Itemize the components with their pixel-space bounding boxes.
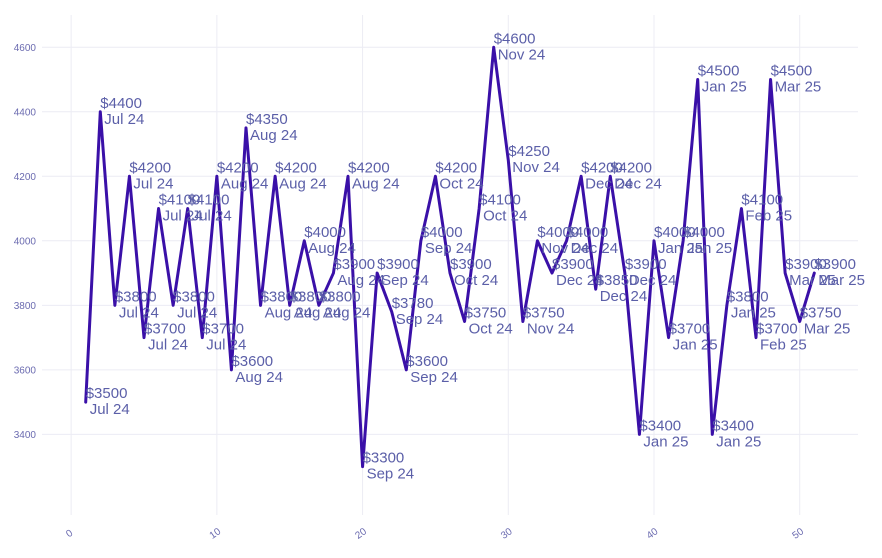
data-label: $3900 Dec 24	[552, 256, 604, 289]
data-label: $4100 Jul 24	[188, 192, 232, 225]
data-label: $3800 Aug 24	[290, 288, 342, 321]
data-label: $4500 Mar 25	[771, 63, 822, 96]
data-label: $4200 Dec 24	[581, 159, 633, 192]
data-label: $3900 Oct 24	[450, 256, 498, 289]
data-label: $3400 Jan 25	[639, 417, 688, 450]
data-label: $3700 Jul 24	[202, 321, 246, 354]
data-label: $3750 Mar 25	[800, 304, 851, 337]
data-label: $3800 Jul 24	[115, 288, 159, 321]
data-label: $3900 Mar 25	[785, 256, 836, 289]
data-label: $3750 Nov 24	[523, 304, 575, 337]
data-label: $3800 Jan 25	[727, 288, 776, 321]
x-tick-label: 20	[353, 526, 369, 542]
series-line	[84, 45, 816, 469]
data-label: $4200 Oct 24	[435, 159, 483, 192]
y-tick-label: 4000	[14, 236, 37, 247]
y-tick-label: 3400	[14, 430, 37, 441]
data-label: $3600 Sep 24	[406, 353, 458, 386]
y-tick-label: 4400	[14, 107, 37, 118]
data-label: $4350 Aug 24	[246, 111, 298, 144]
x-tick-label: 50	[791, 526, 807, 542]
data-label: $4100 Oct 24	[479, 192, 527, 225]
grid-lines	[42, 15, 858, 515]
x-tick-label: 10	[208, 526, 224, 542]
data-label: $4400 Jul 24	[100, 95, 144, 128]
data-label: $4600 Nov 24	[494, 30, 546, 63]
data-label: $4200 Jul 24	[129, 159, 173, 192]
data-label: $3500 Jul 24	[86, 385, 130, 418]
data-label: $4000 Jan 25	[683, 224, 732, 257]
x-tick-label: 40	[645, 526, 661, 542]
data-label: $4200 Aug 24	[275, 159, 327, 192]
y-tick-label: 4600	[14, 43, 37, 54]
data-label: $4500 Jan 25	[698, 63, 747, 96]
data-label: $3300 Sep 24	[363, 450, 415, 483]
data-label: $3700 Jul 24	[144, 321, 188, 354]
y-tick-label: 3800	[14, 301, 37, 312]
data-label: $3900 Dec 24	[625, 256, 677, 289]
data-label: $3800 Aug 24	[261, 288, 313, 321]
data-label: $3900 Mar 25	[814, 256, 865, 289]
data-label: $4000 Dec 24	[567, 224, 619, 257]
data-label: $3780 Sep 24	[392, 295, 444, 328]
data-labels: $3500 Jul 24 $4400 Jul 24 $3800 Jul 24 $4200 Ju…	[86, 30, 865, 482]
data-label: $4200 Aug 24	[217, 159, 269, 192]
price-series	[84, 45, 816, 469]
data-label: $3850 Dec 24	[596, 272, 648, 305]
y-tick-label: 4200	[14, 172, 37, 183]
data-label: $4000 Jan 25	[654, 224, 703, 257]
x-tick-label: 30	[499, 526, 515, 542]
data-label: $3600 Aug 24	[231, 353, 283, 386]
data-label: $3700 Jan 25	[669, 321, 718, 354]
data-label: $4000 Sep 24	[421, 224, 473, 257]
data-label: $4000 Aug 24	[304, 224, 356, 257]
data-label: $3750 Oct 24	[465, 304, 513, 337]
data-label: $4100 Jul 24	[159, 192, 203, 225]
data-label: $3800 Jul 24	[173, 288, 217, 321]
data-label: $4250 Nov 24	[508, 143, 560, 176]
y-tick-label: 3600	[14, 365, 37, 376]
data-label: $3400 Jan 25	[712, 417, 761, 450]
data-label: $4200 Dec 24	[610, 159, 662, 192]
data-label: $3700 Feb 25	[756, 321, 807, 354]
data-label: $4100 Feb 25	[741, 192, 792, 225]
data-label: $3800 Aug 24	[319, 288, 371, 321]
data-label: $4200 Aug 24	[348, 159, 400, 192]
x-tick-label: 0	[64, 528, 75, 540]
data-label: $3900 Aug 24	[333, 256, 385, 289]
data-label: $4000 Nov 24	[537, 224, 589, 257]
data-label: $3900 Sep 24	[377, 256, 429, 289]
